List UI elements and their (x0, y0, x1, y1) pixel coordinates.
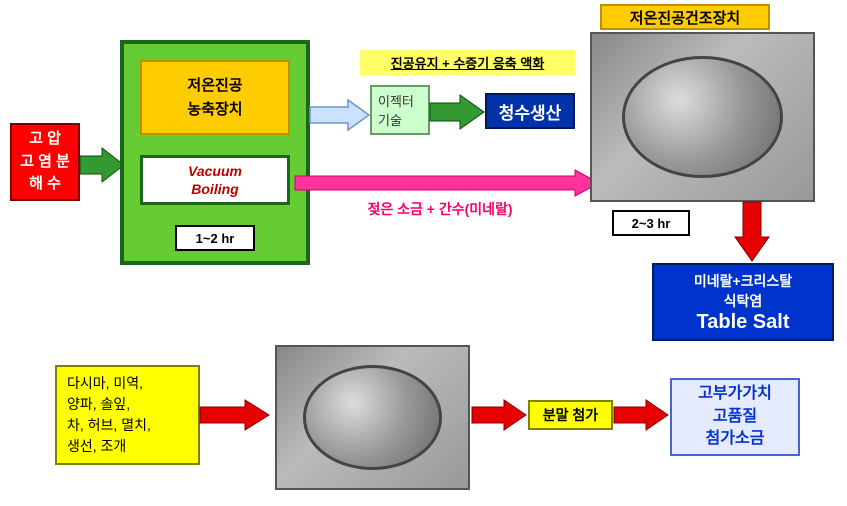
table-salt-line3: Table Salt (697, 311, 790, 334)
process-inner-concentrator: 저온진공 농축장치 (140, 60, 290, 135)
arrow-powder-to-value (614, 400, 669, 430)
input-seawater-label: 고 압 고 염 분 해 수 (20, 128, 70, 196)
machine-top-image (590, 32, 815, 202)
time-1-2hr: 1~2 hr (175, 225, 255, 251)
time-1-2hr-label: 1~2 hr (196, 231, 235, 246)
arrow-ejector-to-water (430, 95, 485, 129)
title-vacuum-dryer-label: 저온진공건조장치 (630, 7, 740, 28)
clean-water-box: 청수생산 (485, 93, 575, 129)
time-2-3hr: 2~3 hr (612, 210, 690, 236)
arrow-input-to-process (80, 148, 125, 182)
table-salt-line1: 미네랄+크리스탈 (694, 271, 792, 291)
wet-salt-label: 젖은 소금 + 간수(미네랄) (367, 199, 512, 219)
value-salt-box: 고부가가치 고품질 첨가소금 (670, 378, 800, 456)
process-inner-vacuum-boiling: Vacuum Boiling (140, 155, 290, 205)
time-2-3hr-label: 2~3 hr (632, 216, 671, 231)
arrow-ingredients-to-machine (200, 400, 270, 430)
wet-salt-label-box: 젖은 소금 + 간수(미네랄) (325, 198, 555, 220)
powder-box: 분말 첨가 (528, 400, 613, 430)
arrow-process-to-ejector (310, 100, 370, 130)
title-vacuum-dryer: 저온진공건조장치 (600, 4, 770, 30)
process-inner-vacuum-boiling-label: Vacuum Boiling (188, 162, 242, 198)
caption-vacuum-condensation: 진공유지 + 수증기 응축 액화 (360, 50, 575, 75)
arrow-machine-to-powder (472, 400, 527, 430)
table-salt-box: 미네랄+크리스탈 식탁염 Table Salt (652, 263, 834, 341)
value-salt-label: 고부가가치 고품질 첨가소금 (698, 383, 772, 450)
table-salt-line2: 식탁염 (724, 291, 763, 311)
ejector-label: 이젝터 기술 (378, 91, 414, 129)
arrow-machine-to-salt (735, 202, 769, 262)
clean-water-label: 청수생산 (499, 99, 562, 124)
process-inner-concentrator-label: 저온진공 농축장치 (187, 74, 242, 122)
input-seawater-box: 고 압 고 염 분 해 수 (10, 123, 80, 201)
caption-vacuum-condensation-label: 진공유지 + 수증기 응축 액화 (391, 53, 545, 72)
ingredients-label: 다시마, 미역, 양파, 솔잎, 차, 허브, 멸치, 생선, 조개 (67, 373, 151, 457)
arrow-wet-salt (295, 170, 600, 196)
powder-label: 분말 첨가 (543, 405, 598, 425)
ejector-box: 이젝터 기술 (370, 85, 430, 135)
ingredients-box: 다시마, 미역, 양파, 솔잎, 차, 허브, 멸치, 생선, 조개 (55, 365, 200, 465)
machine-bottom-image (275, 345, 470, 490)
